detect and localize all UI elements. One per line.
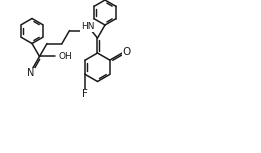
Text: HN: HN xyxy=(81,22,94,31)
Text: OH: OH xyxy=(58,52,72,61)
Text: O: O xyxy=(123,47,131,57)
Text: N: N xyxy=(27,69,35,78)
Text: F: F xyxy=(82,89,88,99)
